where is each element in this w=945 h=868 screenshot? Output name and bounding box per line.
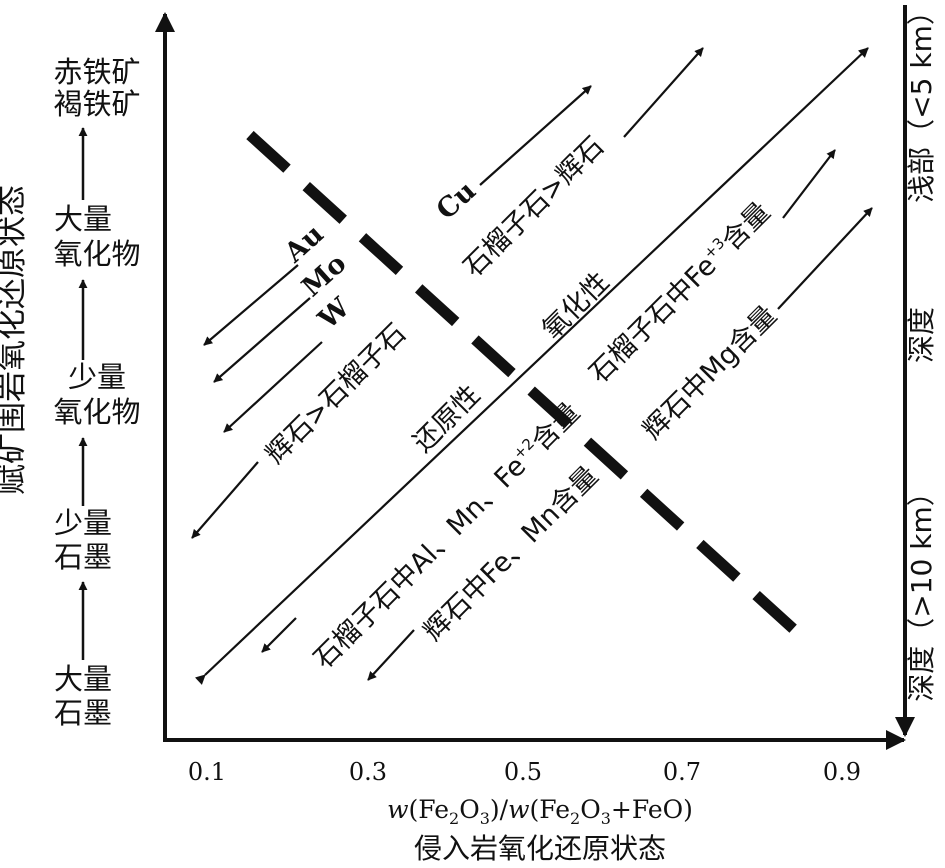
level-hematite-1: 赤铁矿: [53, 55, 140, 89]
depth-deep-label: 深度（>10 km）: [905, 478, 938, 701]
x-tick-label: 0.3: [349, 758, 387, 786]
y-axis-levels: 大量 石墨 少量 石墨 少量 氧化物 大量 氧化物 赤铁矿 褐铁矿: [53, 55, 140, 730]
cu-arrow: [479, 85, 592, 186]
oxidizing-label: 氧化性: [536, 266, 615, 345]
level-heavy-oxide-2: 氧化物: [53, 237, 140, 271]
level-little-oxide-1: 少量: [68, 360, 126, 394]
level-little-oxide-2: 氧化物: [53, 395, 140, 429]
x-tick-label: 0.9: [823, 758, 861, 786]
cu-label: Cu: [431, 175, 482, 226]
pyroxene-fe-mn-arrow: [367, 629, 415, 681]
mo-arrow: [213, 297, 311, 383]
level-heavy-oxide-1: 大量: [54, 202, 112, 236]
x-axis-title: 侵入岩氧化还原状态: [414, 832, 666, 865]
w-arrow: [223, 341, 323, 433]
garnet-pyroxene-right-arrow: [623, 47, 704, 138]
pyroxene-garnet-left-label: 辉石>石榴子石: [260, 318, 412, 470]
main-diagonal-arrow: [195, 47, 869, 685]
x-tick-label: 0.1: [188, 758, 226, 786]
level-heavy-graphite-2: 石墨: [54, 696, 112, 730]
axes: [155, 5, 915, 750]
au-arrow: [203, 264, 299, 346]
garnet-pyroxene-right-label: 石榴子石>辉石: [458, 131, 610, 283]
diagonal-arrows: [191, 47, 873, 685]
level-hematite-2: 褐铁矿: [53, 87, 140, 121]
level-little-graphite-1: 少量: [54, 506, 112, 540]
garnet-fe3-arrow: [782, 149, 836, 219]
x-tick-labels: 0.1 0.3 0.5 0.7 0.9: [188, 758, 861, 786]
depth-shallow-label: 浅部（<5 km）: [905, 0, 938, 203]
level-heavy-graphite-1: 大量: [54, 662, 112, 696]
pyroxene-mg-arrow: [777, 207, 873, 310]
x-axis-formula-label: w(Fe2O3)/w(Fe2O3+FeO): [387, 795, 693, 828]
garnet-al-mn-fe2-arrow: [261, 617, 297, 653]
x-tick-label: 0.7: [663, 758, 701, 786]
depth-labels: 浅部（<5 km） 深度 深度（>10 km）: [905, 0, 938, 702]
x-tick-label: 0.5: [504, 758, 542, 786]
y-axis-title: 赋矿围岩氧化还原状态: [0, 185, 30, 495]
pyroxene-garnet-left-arrow: [191, 461, 259, 539]
level-little-graphite-2: 石墨: [54, 540, 112, 574]
depth-middle-label: 深度: [905, 307, 938, 363]
